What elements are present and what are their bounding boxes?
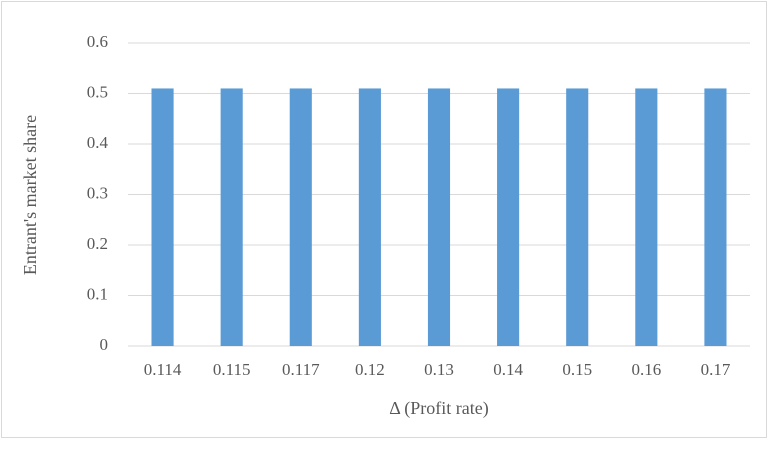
x-axis-title: Δ (Profit rate) — [389, 398, 489, 419]
bar — [497, 88, 520, 346]
bar — [427, 88, 451, 346]
y-tick-label: 0.2 — [87, 234, 108, 253]
x-tick-label: 0.13 — [424, 360, 454, 379]
bar — [220, 88, 243, 346]
x-tick-label: 0.114 — [144, 360, 182, 379]
x-tick-label: 0.117 — [282, 360, 320, 379]
x-tick-label: 0.14 — [493, 360, 523, 379]
y-axis-title: Entrant's market share — [20, 115, 40, 275]
y-tick-label: 0 — [100, 335, 109, 354]
y-tick-label: 0.3 — [87, 183, 108, 202]
y-tick-label: 0.1 — [87, 284, 108, 303]
bar — [289, 88, 312, 346]
bar — [358, 88, 381, 346]
y-tick-label: 0.5 — [87, 82, 108, 101]
x-tick-label: 0.115 — [213, 360, 251, 379]
bar — [635, 88, 658, 346]
bar — [566, 88, 589, 346]
x-tick-label: 0.16 — [631, 360, 661, 379]
y-tick-label: 0.4 — [87, 133, 109, 152]
bar — [151, 88, 174, 346]
x-tick-label: 0.12 — [355, 360, 385, 379]
x-tick-label: 0.15 — [562, 360, 592, 379]
x-tick-label: 0.17 — [701, 360, 731, 379]
bar — [704, 88, 727, 346]
y-tick-label: 0.6 — [87, 32, 108, 51]
